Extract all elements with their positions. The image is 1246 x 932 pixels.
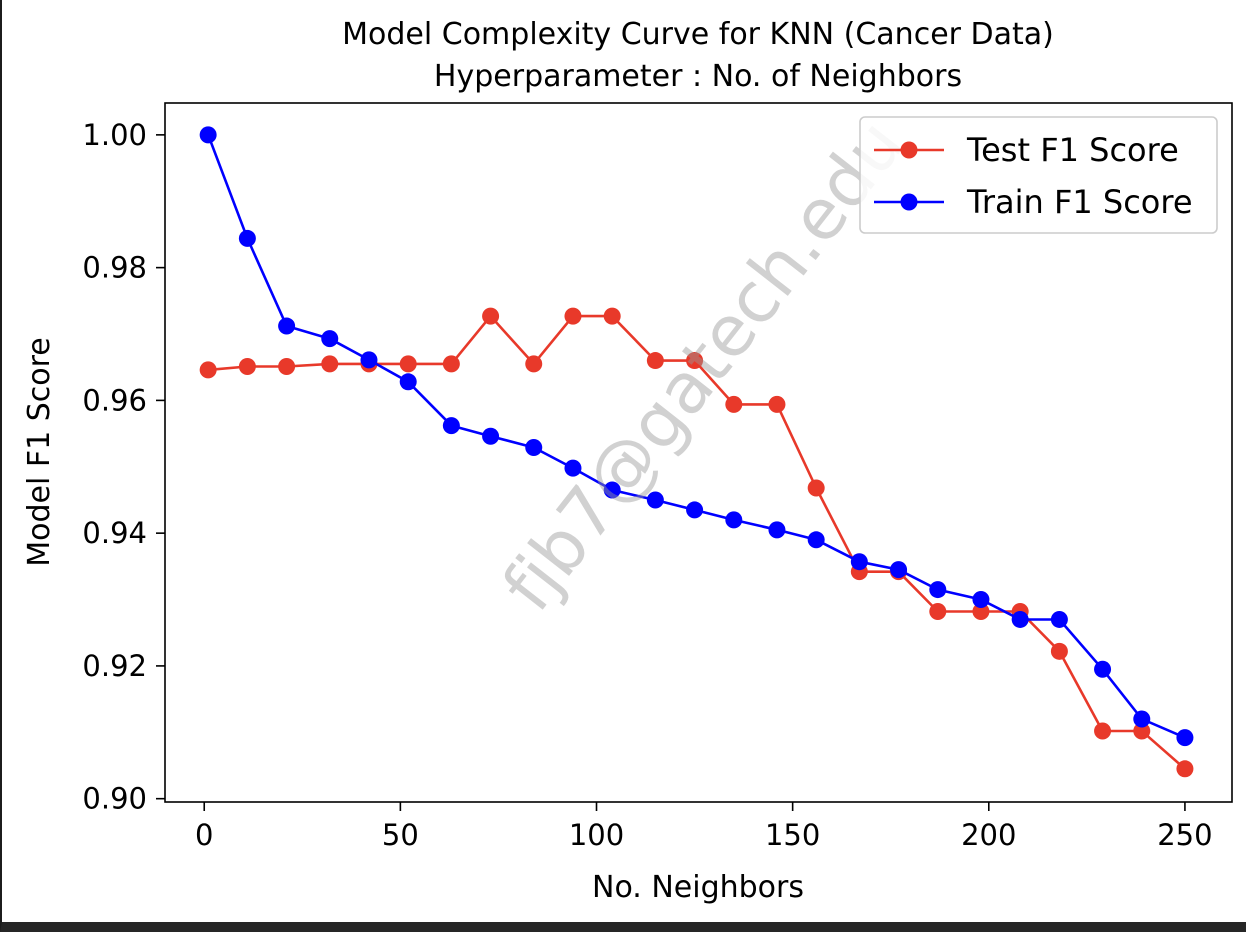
train-f1-score-point <box>564 459 582 477</box>
train-f1-score-point <box>850 553 868 571</box>
test-f1-score-point <box>972 602 990 620</box>
test-f1-score-point <box>686 352 704 370</box>
test-f1-score-point <box>1094 722 1112 740</box>
y-tick-label: 0.98 <box>82 251 147 285</box>
x-tick-label: 200 <box>961 818 1016 852</box>
legend: Test F1 Score Train F1 Score <box>859 116 1218 234</box>
test-f1-score-point <box>442 355 460 373</box>
x-tick-label: 0 <box>195 818 213 852</box>
train-f1-score-point <box>807 531 825 549</box>
test-f1-score-point <box>525 355 543 373</box>
train-f1-score-point <box>1133 710 1151 728</box>
x-tick-label: 50 <box>382 818 419 852</box>
test-f1-score-point <box>482 307 500 325</box>
y-tick-label: 1.00 <box>82 118 147 152</box>
legend-test-f1-score-label: Test F1 Score <box>966 131 1179 169</box>
test-f1-score-point <box>929 602 947 620</box>
chart-subtitle: Hyperparameter : No. of Neighbors <box>434 59 962 94</box>
train-f1-score-point <box>360 351 378 369</box>
legend-train-f1-score-marker <box>900 193 918 211</box>
x-tick-label: 250 <box>1157 818 1212 852</box>
train-f1-score-point <box>442 417 460 435</box>
train-f1-score-point <box>321 330 339 348</box>
test-f1-score-point <box>564 307 582 325</box>
test-f1-score-point <box>199 361 217 379</box>
train-f1-score-point <box>482 427 500 445</box>
y-axis-label: Model F1 Score <box>22 337 57 567</box>
train-f1-score-point <box>972 591 990 609</box>
train-f1-score-point <box>238 229 256 247</box>
legend-box <box>859 116 1218 234</box>
train-f1-score-point <box>890 561 908 579</box>
y-tick-label: 0.92 <box>82 649 147 683</box>
test-f1-score-point <box>646 352 664 370</box>
train-f1-score-point <box>768 521 786 539</box>
axes-frame <box>164 102 1233 803</box>
train-f1-score-point <box>1011 610 1029 628</box>
legend-train-f1-score-label: Train F1 Score <box>966 183 1193 221</box>
test-f1-score-point <box>278 358 296 376</box>
plot-area: 0 50 100 150 200 250 0.90 0.92 0.94 0.96 0.98 1.00 <box>82 102 1233 852</box>
test-f1-score-point <box>807 479 825 497</box>
watermark-text: fjb7@gatech.edu <box>487 104 920 626</box>
watermark: fjb7@gatech.edu <box>487 104 920 626</box>
test-f1-score-point <box>399 355 417 373</box>
test-f1-score-point <box>603 307 621 325</box>
y-tick-label: 0.90 <box>82 782 147 816</box>
x-tick-label: 150 <box>765 818 820 852</box>
train-f1-score-point <box>399 373 417 391</box>
train-f1-score-point <box>1094 660 1112 678</box>
x-axis-label: No. Neighbors <box>592 870 804 905</box>
test-f1-score-point <box>1133 722 1151 740</box>
train-f1-score-point <box>646 491 664 509</box>
train-f1-score-point <box>929 581 947 599</box>
train-f1-score-point <box>525 439 543 457</box>
train-f1-score-point <box>1050 610 1068 628</box>
train-f1-score-point <box>199 126 217 144</box>
test-f1-score-point <box>321 355 339 373</box>
train-f1-score-point <box>603 481 621 499</box>
test-f1-score-point <box>238 358 256 376</box>
y-tick-label: 0.96 <box>82 383 147 417</box>
x-tick-label: 100 <box>569 818 624 852</box>
train-f1-score-point <box>1176 729 1194 747</box>
train-f1-score-point <box>686 501 704 519</box>
y-tick-label: 0.94 <box>82 516 147 550</box>
test-f1-score-point <box>1050 642 1068 660</box>
train-f1-score-point <box>725 511 743 529</box>
test-f1-score-point <box>768 395 786 413</box>
test-f1-score-point <box>725 395 743 413</box>
train-f1-score-point <box>278 317 296 335</box>
test-f1-score-point <box>1176 760 1194 778</box>
legend-test-f1-score-marker <box>900 141 918 159</box>
chart-title: Model Complexity Curve for KNN (Cancer D… <box>342 17 1054 52</box>
